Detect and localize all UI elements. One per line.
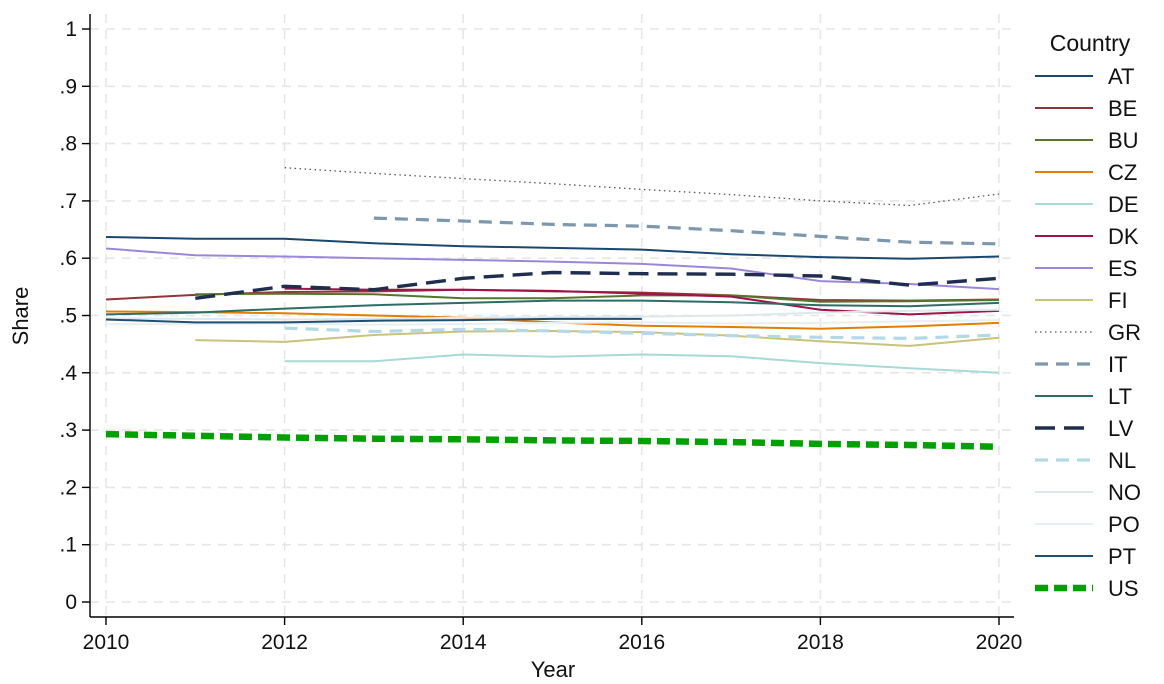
y-tick-label: 0 xyxy=(65,591,77,614)
series-line-es xyxy=(105,247,1000,291)
series-line-no xyxy=(105,308,1000,321)
series-line-us xyxy=(105,430,1000,450)
y-tick-label: .9 xyxy=(59,75,77,98)
y-tick-label: .2 xyxy=(59,476,77,499)
y-tick-label: .4 xyxy=(59,362,77,385)
x-tick-label: 2010 xyxy=(83,631,130,654)
series-layer xyxy=(105,167,1000,450)
x-tick-label: 2016 xyxy=(618,631,665,654)
y-tick-label: .8 xyxy=(59,133,77,156)
legend-label-dk: DK xyxy=(1108,224,1139,249)
series-line-fi xyxy=(195,330,1000,347)
series-line-dk xyxy=(284,287,1000,316)
legend-label-cz: CZ xyxy=(1108,160,1137,185)
legend-label-no: NO xyxy=(1108,480,1141,505)
legend-label-it: IT xyxy=(1108,352,1128,377)
y-tick-label: .7 xyxy=(59,190,77,213)
legend-label-de: DE xyxy=(1108,192,1139,217)
legend-label-lv: LV xyxy=(1108,416,1134,441)
series-line-bu xyxy=(195,292,1000,303)
series-line-nl xyxy=(284,326,1000,340)
y-tick-label: .6 xyxy=(59,247,77,270)
grid-layer xyxy=(90,14,1014,617)
legend-label-fi: FI xyxy=(1108,288,1128,313)
series-line-gr xyxy=(284,167,1000,207)
legend: Country AT BE BU CZ DE DK ES FI GR IT LT LV NL NO PO PT… xyxy=(1035,30,1141,601)
series-line-lt xyxy=(105,299,1000,316)
y-tick-label: .5 xyxy=(59,305,77,328)
legend-label-po: PO xyxy=(1108,512,1140,537)
legend-label-pt: PT xyxy=(1108,544,1136,569)
series-line-at xyxy=(105,236,1000,260)
legend-label-at: AT xyxy=(1108,64,1134,89)
series-line-po xyxy=(106,319,1000,326)
series-line-it xyxy=(373,216,1000,246)
legend-label-bu: BU xyxy=(1108,128,1139,153)
series-line-de xyxy=(284,353,1000,374)
legend-label-gr: GR xyxy=(1108,320,1141,345)
x-axis-title: Year xyxy=(531,657,575,682)
x-tick-label: 2012 xyxy=(261,631,308,654)
legend-label-es: ES xyxy=(1108,256,1137,281)
y-tick-label: .3 xyxy=(59,419,77,442)
legend-label-us: US xyxy=(1108,576,1139,601)
legend-title: Country xyxy=(1050,30,1131,56)
legend-items: AT BE BU CZ DE DK ES FI GR IT LT LV NL NO PO PT US xyxy=(1035,64,1141,601)
x-tick-label: 2018 xyxy=(797,631,844,654)
y-tick-label: 1 xyxy=(65,18,77,41)
series-line-lv xyxy=(195,270,1000,300)
legend-label-lt: LT xyxy=(1108,384,1132,409)
legend-label-be: BE xyxy=(1108,96,1137,121)
y-tick-label: .1 xyxy=(59,534,77,557)
series-line-pt xyxy=(105,317,642,324)
axes-layer: 0 .1 .2 .3 .4 .5 .6 .7 .8 .9 1 2010 2012 2014 2016 2018… xyxy=(59,14,1022,654)
legend-label-nl: NL xyxy=(1108,448,1136,473)
y-axis-title: Share xyxy=(8,287,33,346)
x-tick-label: 2020 xyxy=(976,631,1023,654)
x-tick-label: 2014 xyxy=(440,631,487,654)
